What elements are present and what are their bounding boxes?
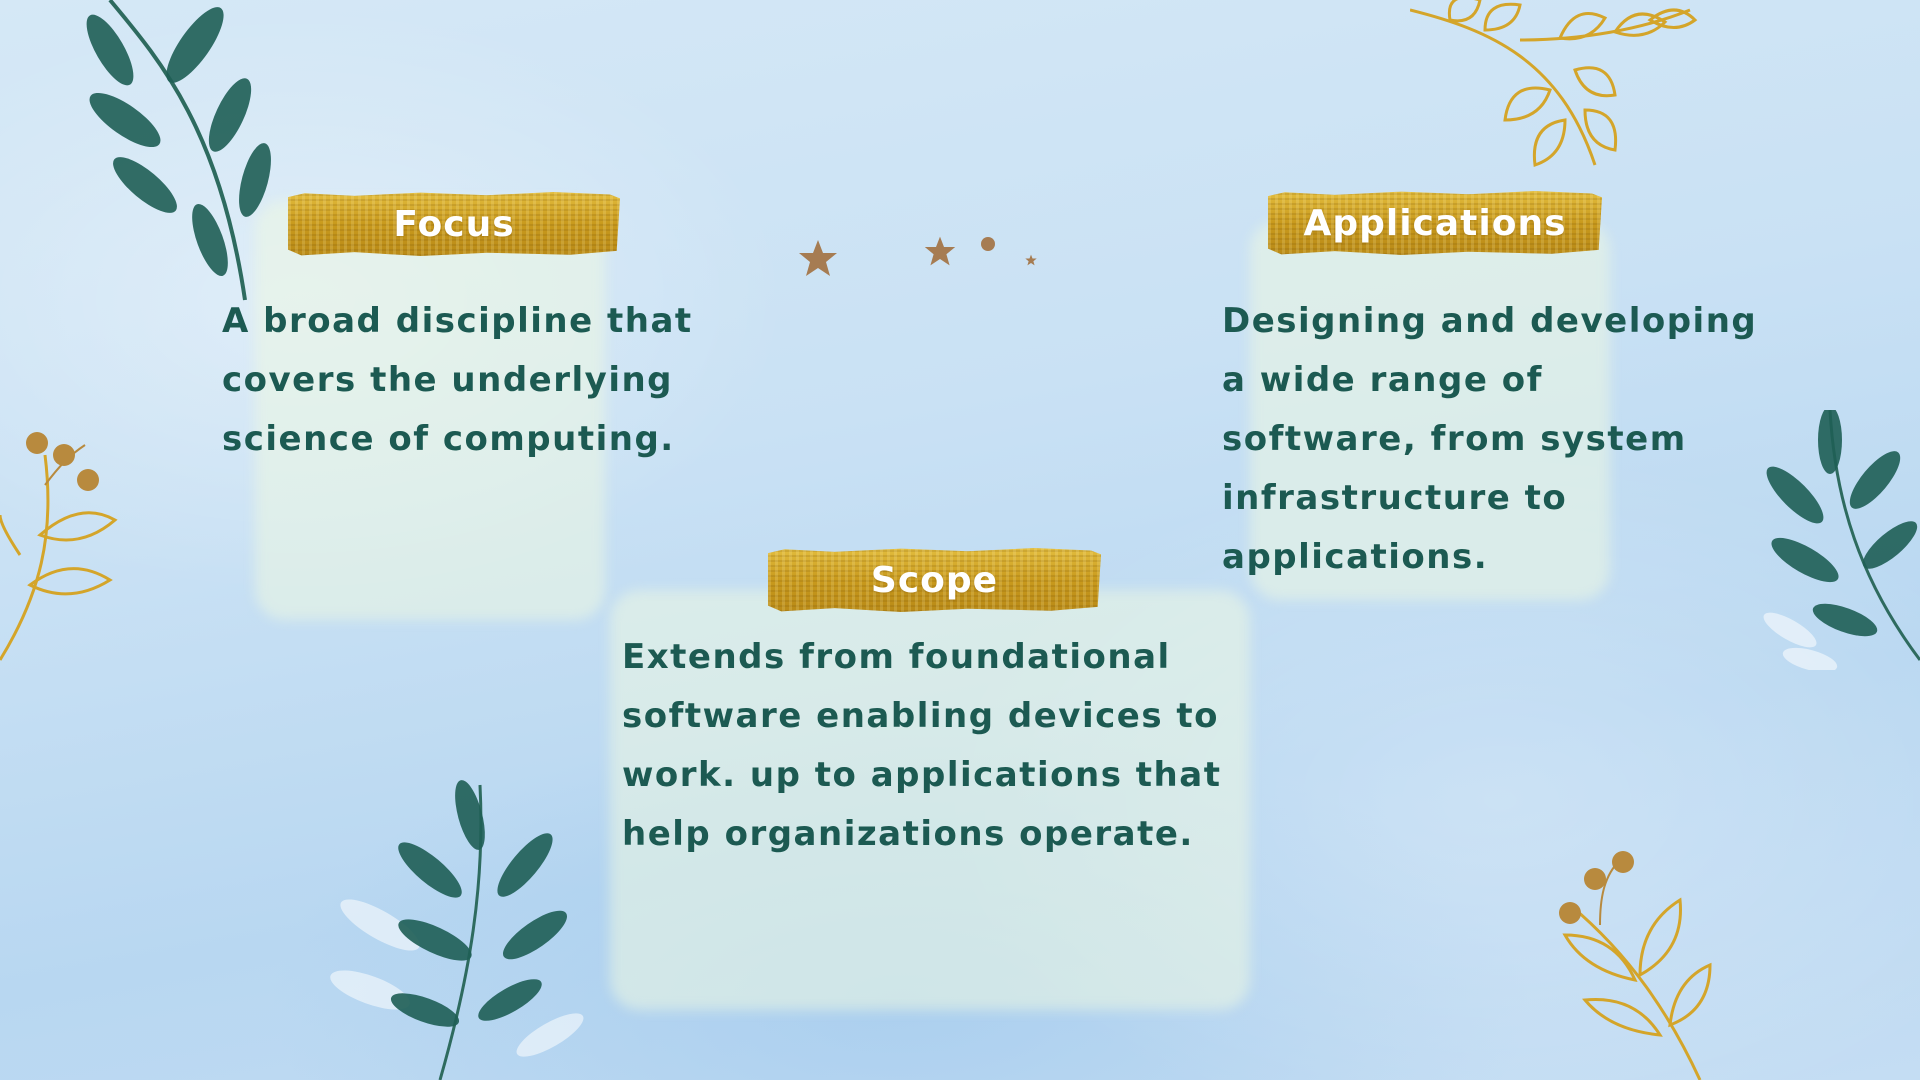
focus-line: A broad discipline that [222, 301, 693, 341]
scope-line: software enabling devices to [622, 696, 1220, 736]
applications-line: applications. [1222, 537, 1489, 577]
applications-line: Designing and developing [1222, 301, 1758, 341]
scope-heading: Scope [870, 559, 999, 601]
focus-line: science of computing. [222, 419, 675, 459]
applications-line: a wide range of [1222, 360, 1543, 400]
watercolor-wash-applications [1250, 220, 1610, 600]
focus-description: A broad discipline that covers the under… [222, 292, 693, 469]
gold-berry-sprig-icon [1559, 851, 1712, 1080]
focus-heading: Focus [393, 203, 515, 245]
gold-leaf-branch-icon [1410, 0, 1698, 168]
scope-heading-banner: Scope [768, 548, 1101, 612]
dot-icon [981, 237, 995, 251]
focus-heading-banner: Focus [288, 192, 620, 256]
star-icon [799, 240, 837, 276]
gold-berry-sprig-icon [0, 432, 118, 661]
scope-description: Extends from foundational software enabl… [622, 628, 1221, 864]
green-leaf-branch-icon [86, 0, 271, 301]
applications-description: Designing and developing a wide range of… [1222, 292, 1757, 587]
applications-line: software, from system [1222, 419, 1687, 459]
star-icon [924, 236, 956, 266]
applications-line: infrastructure to [1222, 478, 1568, 518]
watercolor-wash-scope [610, 590, 1250, 1010]
applications-heading-banner: Applications [1268, 191, 1602, 255]
focus-line: covers the underlying [222, 360, 674, 400]
scope-line: work. up to applications that [622, 755, 1222, 795]
applications-heading: Applications [1303, 202, 1567, 244]
green-leaf-branch-icon [1763, 410, 1920, 670]
scope-line: help organizations operate. [622, 814, 1194, 854]
star-icon [1025, 254, 1037, 266]
watercolor-wash-focus [255, 200, 605, 620]
scope-line: Extends from foundational [622, 637, 1171, 677]
green-leaf-branch-icon [330, 780, 584, 1080]
